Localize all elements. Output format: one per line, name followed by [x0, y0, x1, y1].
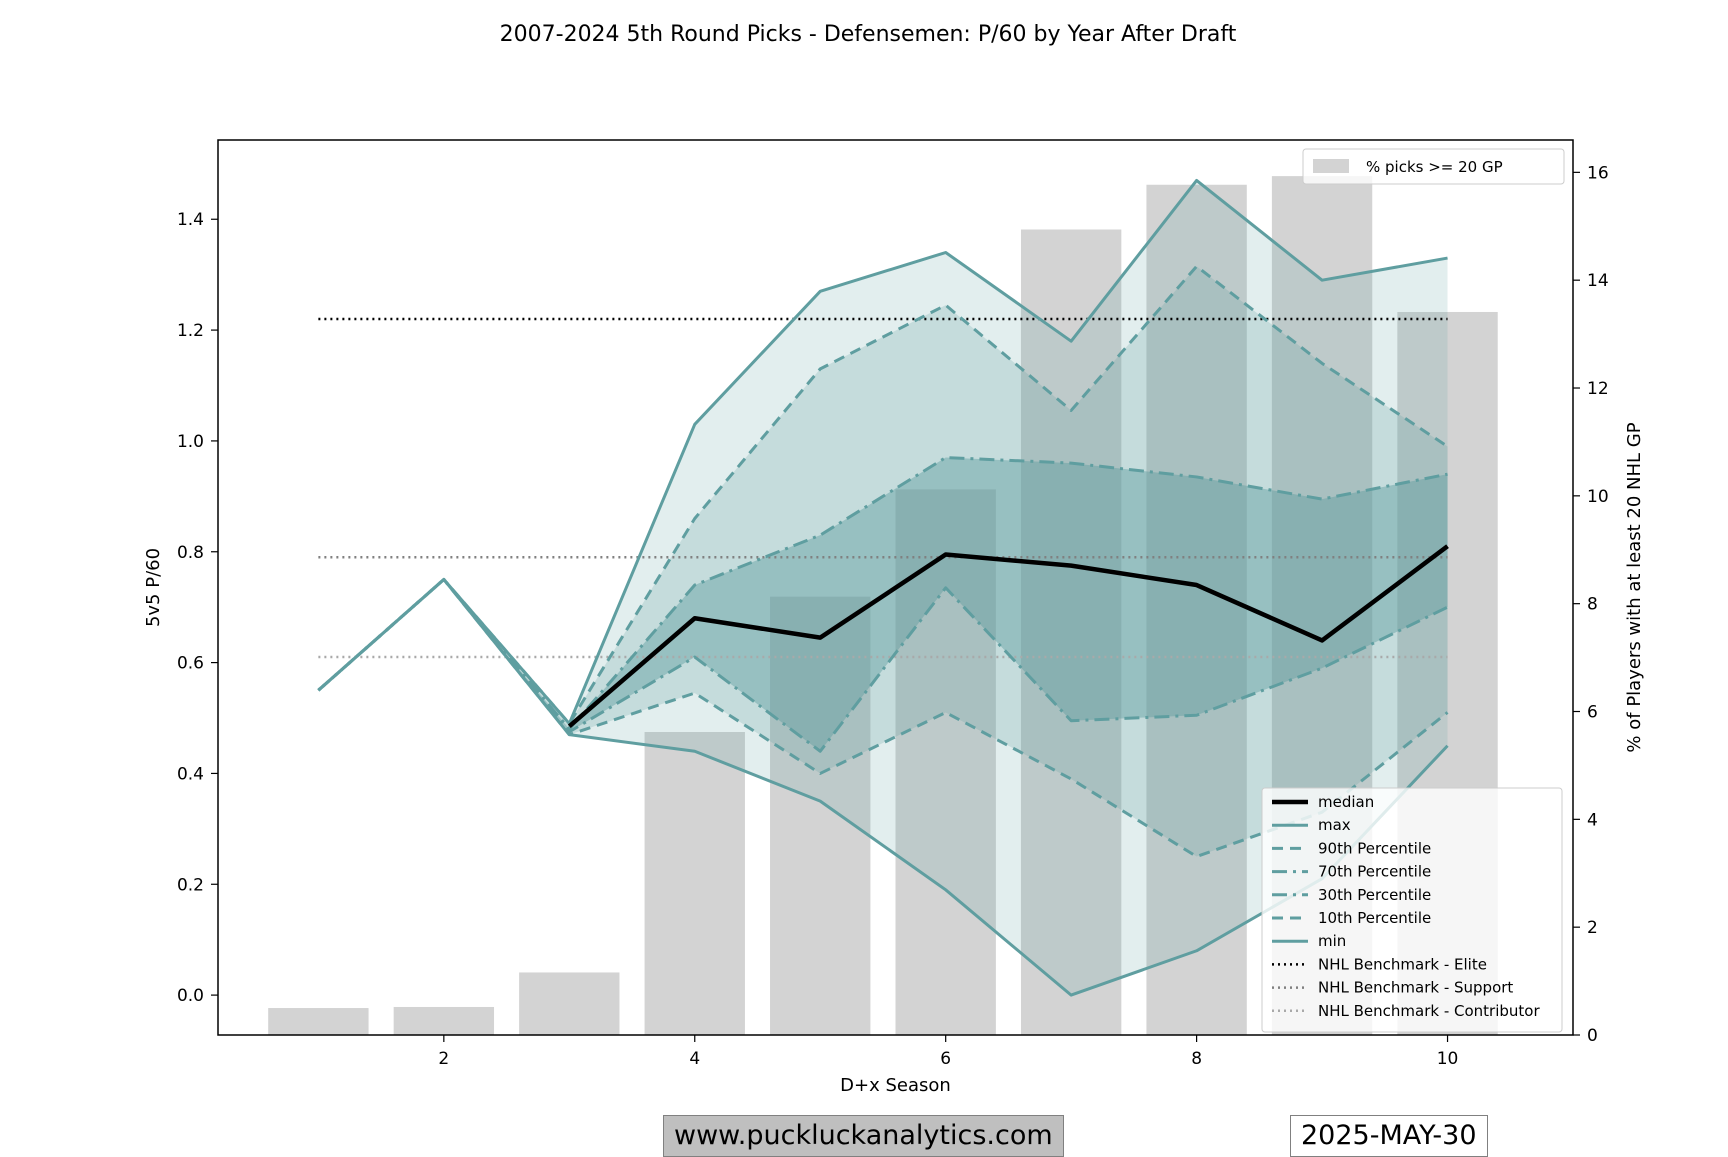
legend-label: 10th Percentile	[1318, 909, 1431, 927]
y-tick-label: 1.4	[177, 210, 204, 230]
legend-label: min	[1318, 932, 1346, 950]
bar-d1	[268, 1008, 369, 1035]
legend-label: max	[1318, 816, 1351, 834]
bar-d8	[1146, 184, 1247, 1035]
bar-d2	[393, 1006, 495, 1035]
band-30-70	[318, 457, 1448, 752]
legend-bars-frame	[1302, 148, 1565, 185]
legend-label: 70th Percentile	[1318, 863, 1431, 881]
x-tick-label: 2	[438, 1049, 449, 1069]
y-right-tick-label: 10	[1587, 487, 1609, 507]
bar-d3	[519, 972, 620, 1035]
y-right-tick-label: 6	[1587, 703, 1598, 723]
y-right-tick-label: 2	[1587, 918, 1598, 938]
series-layer	[317, 178, 1449, 997]
y-right-tick-label: 0	[1587, 1026, 1598, 1046]
legend-bar-swatch	[1313, 159, 1349, 173]
website-footer[interactable]: www.puckluckanalytics.com	[663, 1115, 1064, 1157]
legend-label: NHL Benchmark - Support	[1318, 979, 1513, 997]
bar-d7	[1020, 229, 1122, 1035]
legend-label: 90th Percentile	[1318, 839, 1431, 857]
bar-d6	[895, 489, 996, 1035]
bar-d5	[770, 596, 871, 1035]
y-tick-label: 1.2	[177, 321, 204, 341]
band-10-90	[318, 266, 1448, 857]
y-tick-label: 0.0	[177, 986, 204, 1006]
legend-label: 30th Percentile	[1318, 886, 1431, 904]
y-right-tick-label: 8	[1587, 595, 1598, 615]
legend-lines: median max 90th Percentile 70th Percentile 3…	[1261, 787, 1563, 1033]
x-tick-label: 6	[940, 1049, 951, 1069]
legend-label: NHL Benchmark - Elite	[1318, 955, 1487, 973]
series-10th-percentile	[317, 577, 1449, 859]
y-axis-label: 5v5 P/60	[143, 548, 164, 627]
x-axis-label: D+x Season	[840, 1075, 951, 1096]
x-tick-label: 8	[1191, 1049, 1202, 1069]
band-min-max	[318, 180, 1448, 996]
legend-label: median	[1318, 793, 1374, 811]
series-median	[567, 544, 1449, 729]
x-tick-label: 10	[1437, 1049, 1459, 1069]
date-footer: 2025-MAY-30	[1290, 1115, 1488, 1157]
plot-frame	[217, 139, 1574, 1036]
x-tick-label: 4	[689, 1049, 700, 1069]
y-axis-right-label: % of Players with at least 20 NHL GP	[1624, 422, 1645, 752]
bar-d4	[644, 731, 745, 1035]
series-90th-percentile	[317, 264, 1449, 726]
y-right-tick-label: 14	[1587, 271, 1609, 291]
legend-bars: % picks >= 20 GP	[1302, 148, 1565, 185]
legend-bar-label: % picks >= 20 GP	[1366, 158, 1503, 176]
y-tick-label: 1.0	[177, 432, 204, 452]
benchmark-layer	[318, 317, 1448, 659]
y-tick-label: 0.6	[177, 654, 204, 674]
y-tick-label: 0.8	[177, 543, 204, 563]
y-right-tick-label: 4	[1587, 810, 1598, 830]
series-70th-percentile	[317, 456, 1448, 731]
y-tick-label: 0.2	[177, 875, 204, 895]
y-right-tick-label: 12	[1587, 379, 1609, 399]
ticks-layer: 2 4 6 8 10 0.0 0.2 0.4 0.6 0.8 1.0 1.2 1.4 0 2 4 6 8 10 12 1…	[177, 163, 1609, 1069]
y-right-tick-label: 16	[1587, 163, 1609, 183]
legend-label: NHL Benchmark - Contributor	[1318, 1002, 1540, 1020]
y-tick-label: 0.4	[177, 764, 204, 784]
chart-title: 2007-2024 5th Round Picks - Defensemen: …	[500, 22, 1237, 47]
series-min	[317, 577, 1449, 997]
legend-lines-frame	[1261, 787, 1563, 1033]
bands-layer	[318, 180, 1448, 996]
